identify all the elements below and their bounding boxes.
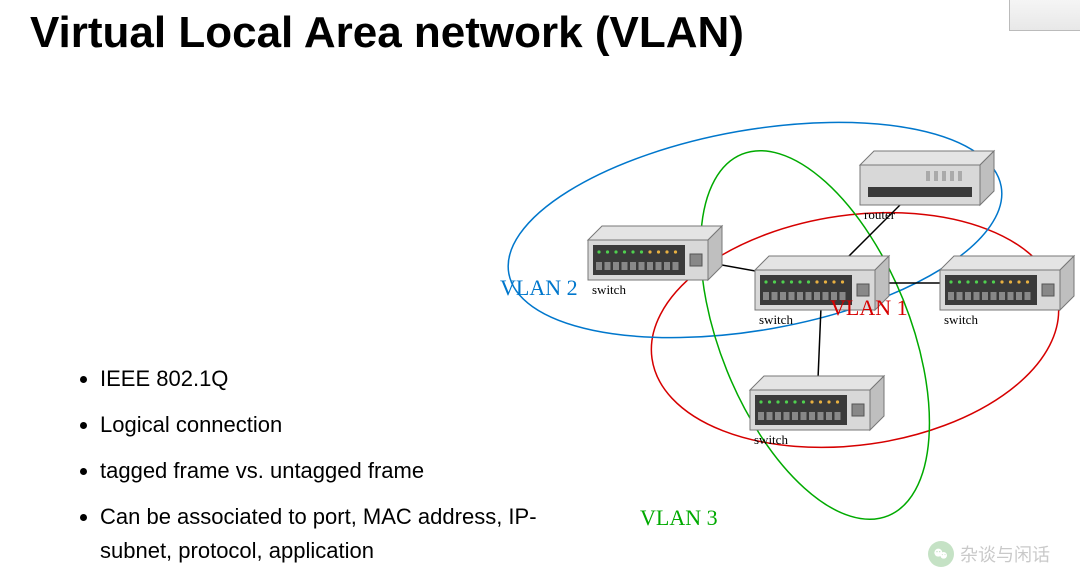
vlan1-label: VLAN 1 <box>830 295 908 321</box>
switch-device <box>588 226 722 280</box>
switch-label: switch <box>759 312 793 328</box>
router-label: router <box>864 207 895 223</box>
switch-device <box>750 376 884 430</box>
vlan-ellipse <box>491 88 1018 372</box>
switch-label: switch <box>592 282 626 298</box>
router-device <box>860 151 994 205</box>
switch-label: switch <box>944 312 978 328</box>
vlan3-label: VLAN 3 <box>640 505 718 531</box>
watermark: 杂谈与闲话 <box>928 541 1050 567</box>
switch-label: switch <box>754 432 788 448</box>
slide: Virtual Local Area network (VLAN) IEEE 8… <box>0 0 1080 585</box>
vlan2-label: VLAN 2 <box>500 275 578 301</box>
switch-device <box>940 256 1074 310</box>
wechat-icon <box>928 541 954 567</box>
watermark-text: 杂谈与闲话 <box>960 541 1050 567</box>
